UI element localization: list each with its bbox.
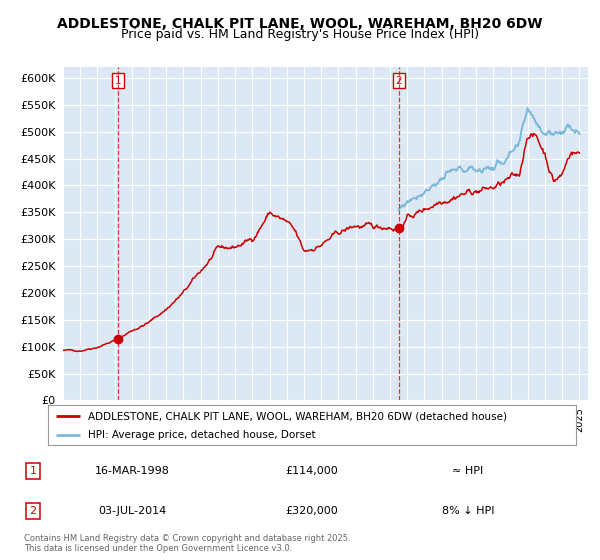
Text: 16-MAR-1998: 16-MAR-1998 <box>95 466 169 476</box>
Text: ≈ HPI: ≈ HPI <box>452 466 484 476</box>
Text: 1: 1 <box>29 466 37 476</box>
Text: ADDLESTONE, CHALK PIT LANE, WOOL, WAREHAM, BH20 6DW: ADDLESTONE, CHALK PIT LANE, WOOL, WAREHA… <box>57 17 543 31</box>
Text: £320,000: £320,000 <box>286 506 338 516</box>
Text: 03-JUL-2014: 03-JUL-2014 <box>98 506 166 516</box>
Text: £114,000: £114,000 <box>286 466 338 476</box>
Text: 8% ↓ HPI: 8% ↓ HPI <box>442 506 494 516</box>
Text: 1: 1 <box>115 76 122 86</box>
Text: 2: 2 <box>395 76 402 86</box>
Text: Contains HM Land Registry data © Crown copyright and database right 2025.
This d: Contains HM Land Registry data © Crown c… <box>24 534 350 553</box>
Text: Price paid vs. HM Land Registry's House Price Index (HPI): Price paid vs. HM Land Registry's House … <box>121 28 479 41</box>
Text: ADDLESTONE, CHALK PIT LANE, WOOL, WAREHAM, BH20 6DW (detached house): ADDLESTONE, CHALK PIT LANE, WOOL, WAREHA… <box>88 411 506 421</box>
Text: HPI: Average price, detached house, Dorset: HPI: Average price, detached house, Dors… <box>88 430 315 440</box>
Text: 2: 2 <box>29 506 37 516</box>
